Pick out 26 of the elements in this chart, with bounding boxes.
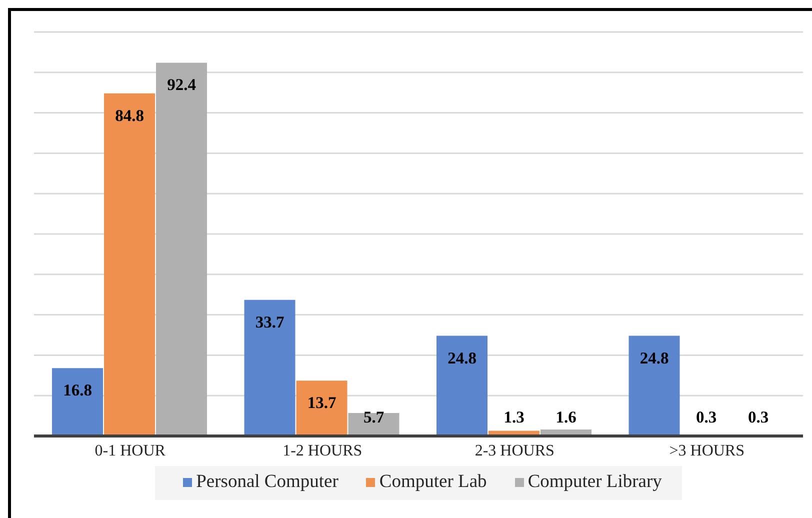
bar — [436, 336, 488, 436]
data-label: 16.8 — [63, 380, 92, 400]
legend-label: Computer Library — [528, 472, 662, 493]
data-label: 5.7 — [363, 408, 384, 426]
x-tick-label: 0-1 HOUR — [94, 442, 166, 460]
legend-label: Computer Lab — [379, 472, 487, 493]
data-label: 24.8 — [448, 348, 476, 368]
data-label: 24.8 — [640, 348, 669, 368]
data-label: 1.3 — [504, 408, 524, 426]
data-label: 1.6 — [556, 408, 576, 426]
data-label: 0.3 — [748, 408, 769, 426]
data-label: 92.4 — [167, 75, 196, 94]
x-tick-label: >3 HOURS — [669, 442, 745, 460]
data-label: 33.7 — [255, 312, 284, 332]
bar — [52, 368, 103, 436]
bar — [104, 93, 155, 436]
bar — [628, 336, 680, 436]
data-label: 13.7 — [307, 393, 336, 412]
bar — [244, 300, 296, 436]
x-tick-label: 1-2 HOURS — [282, 442, 362, 460]
data-label: 84.8 — [115, 106, 144, 125]
legend-label: Personal Computer — [196, 472, 338, 493]
bar — [296, 380, 348, 436]
x-tick-label: 2-3 HOURS — [474, 442, 554, 460]
data-label: 0.3 — [696, 408, 717, 426]
bar — [156, 62, 207, 436]
